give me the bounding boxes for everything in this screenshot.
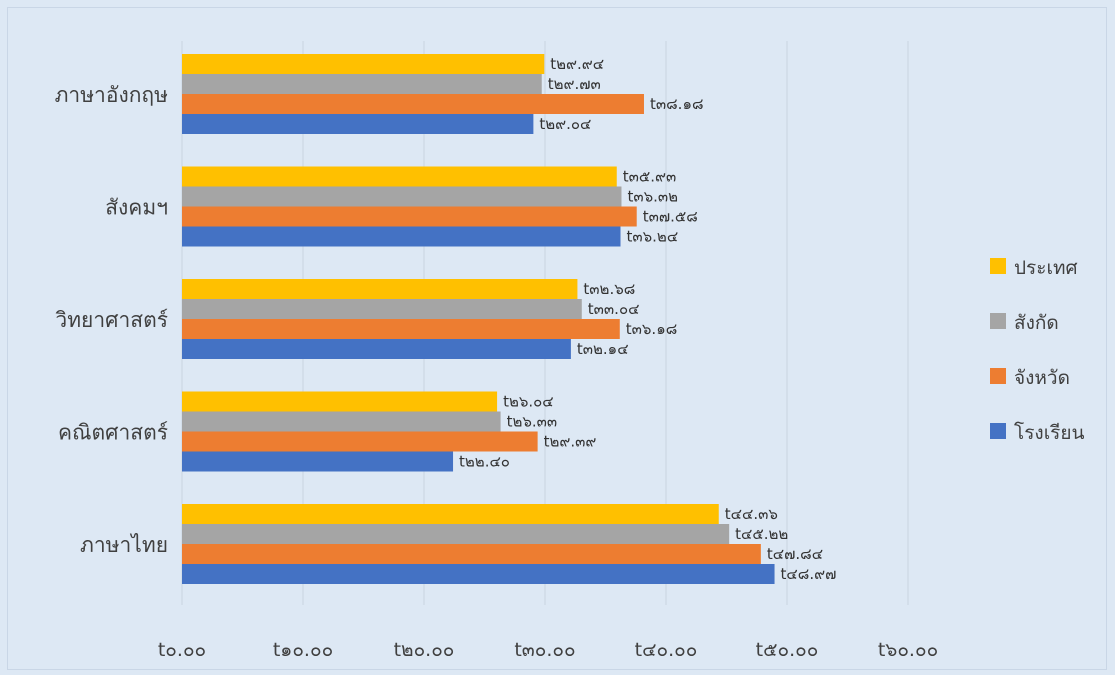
bar-4-2 xyxy=(182,544,761,564)
category-label-3: คณิตศาสตร์ xyxy=(58,421,168,445)
data-label-2-3: t๓๒.๑๔ xyxy=(577,340,629,358)
category-label-0: ภาษาอังกฤษ xyxy=(55,83,168,107)
data-label-0-3: t๒๙.๐๔ xyxy=(539,115,591,133)
x-tick-label-0: t๐.๐๐ xyxy=(158,639,206,661)
bar-3-1 xyxy=(182,411,501,432)
bar-2-2 xyxy=(182,319,620,339)
bar-3-3 xyxy=(182,451,454,472)
data-label-3-0: t๒๖.๐๔ xyxy=(503,393,554,411)
legend-label-1: สังกัด xyxy=(1014,312,1059,334)
x-tick-label-2: t๒๐.๐๐ xyxy=(394,639,455,661)
bar-3-0 xyxy=(182,391,498,412)
x-tick-label-3: t๓๐.๐๐ xyxy=(514,639,575,661)
bar-0-0 xyxy=(182,54,545,74)
legend-label-2: จังหวัด xyxy=(1014,367,1070,389)
bar-1-1 xyxy=(182,186,622,207)
bar-2-0 xyxy=(182,279,578,299)
x-tick-label-4: t๔๐.๐๐ xyxy=(635,639,698,661)
legend-swatch-1 xyxy=(990,313,1006,329)
legend-label-3: โรงเรียน xyxy=(1014,421,1085,444)
data-label-0-1: t๒๙.๗๓ xyxy=(548,75,601,93)
x-tick-label-5: t๕๐.๐๐ xyxy=(756,639,819,661)
legend-swatch-3 xyxy=(990,423,1006,439)
data-label-3-1: t๒๖.๓๓ xyxy=(507,413,558,431)
data-label-0-2: t๓๘.๑๘ xyxy=(650,95,704,113)
data-label-0-0: t๒๙.๙๔ xyxy=(550,55,604,73)
bar-1-2 xyxy=(182,206,637,227)
bar-0-1 xyxy=(182,74,542,94)
data-label-1-1: t๓๖.๓๒ xyxy=(627,188,678,206)
data-label-2-1: t๓๓.๐๔ xyxy=(588,300,640,318)
bar-4-1 xyxy=(182,524,730,544)
data-label-4-3: t๔๘.๙๗ xyxy=(781,565,837,583)
data-label-4-2: t๔๗.๘๔ xyxy=(767,545,823,563)
bar-1-0 xyxy=(182,166,617,187)
bar-3-2 xyxy=(182,431,538,452)
category-label-1: สังคมฯ xyxy=(105,196,168,220)
bar-chart: t๒๙.๙๔ t๒๙.๗๓ t๓๘.๑๘ t๒๙.๐๔ t๓๕.๙๓ t๓๖.๓๒ t๓๗.… xyxy=(55,41,1085,661)
data-label-2-0: t๓๒.๖๘ xyxy=(583,280,635,298)
data-label-4-0: t๔๔.๓๖ xyxy=(725,505,778,523)
bar-1-3 xyxy=(182,226,621,247)
x-tick-label-1: t๑๐.๐๐ xyxy=(273,639,333,661)
bar-2-3 xyxy=(182,339,571,359)
data-label-1-0: t๓๕.๙๓ xyxy=(623,168,677,186)
legend-swatch-0 xyxy=(990,258,1006,274)
data-label-1-3: t๓๖.๒๔ xyxy=(627,228,679,246)
bar-4-3 xyxy=(182,564,775,584)
x-tick-label-6: t๖๐.๐๐ xyxy=(878,639,938,661)
data-label-2-2: t๓๖.๑๘ xyxy=(626,320,678,338)
chart-area: t๒๙.๙๔ t๒๙.๗๓ t๓๘.๑๘ t๒๙.๐๔ t๓๕.๙๓ t๓๖.๓๒ t๓๗.… xyxy=(7,7,1107,670)
bar-0-2 xyxy=(182,94,644,114)
data-label-3-2: t๒๙.๓๙ xyxy=(544,433,597,451)
data-label-4-1: t๔๕.๒๒ xyxy=(735,525,788,543)
data-label-3-3: t๒๒.๔๐ xyxy=(459,453,510,471)
bar-4-0 xyxy=(182,504,719,524)
category-label-4: ภาษาไทย xyxy=(80,533,168,557)
legend-swatch-2 xyxy=(990,368,1006,384)
category-label-2: วิทยาศาสตร์ xyxy=(55,308,168,332)
data-label-1-2: t๓๗.๕๘ xyxy=(643,208,698,226)
bar-2-1 xyxy=(182,299,582,319)
bar-0-3 xyxy=(182,114,534,134)
legend-label-0: ประเทศ xyxy=(1014,257,1078,279)
